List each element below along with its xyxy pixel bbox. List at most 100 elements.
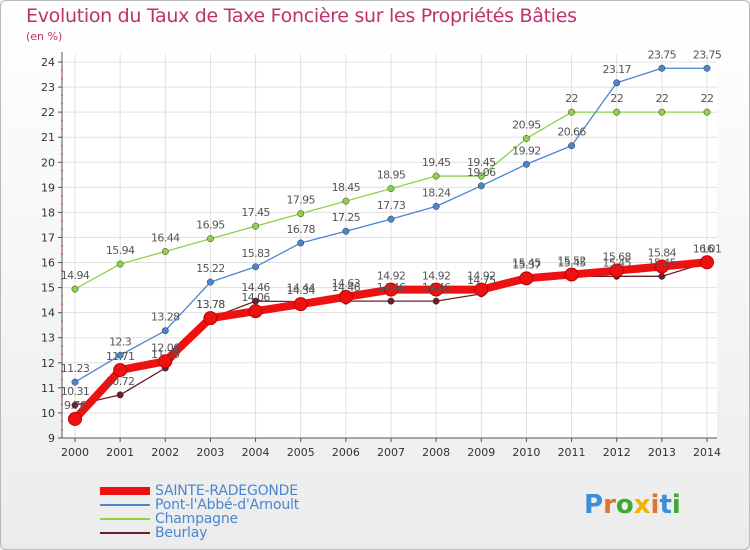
data-label: 14.44 xyxy=(286,282,315,295)
y-minor-tick xyxy=(61,178,63,180)
unit-label: (en %) xyxy=(26,30,63,43)
data-label: 22 xyxy=(610,92,623,105)
data-label: 18.95 xyxy=(377,169,406,182)
y-minor-tick xyxy=(61,203,63,205)
data-label: 15.94 xyxy=(106,244,135,257)
data-label: 12.3 xyxy=(109,335,132,348)
data-label: 16.44 xyxy=(151,232,180,245)
logo-letter: t xyxy=(659,490,672,520)
data-label: 14.63 xyxy=(332,277,361,290)
data-label: 14.94 xyxy=(61,269,90,282)
data-label: 15.84 xyxy=(648,247,677,260)
legend-label: SAINTE-RADEGONDE xyxy=(155,483,298,499)
y-tick-label: 14 xyxy=(41,307,55,320)
data-point xyxy=(387,215,395,223)
data-point xyxy=(658,108,666,116)
y-tick-label: 23 xyxy=(41,81,55,94)
data-point xyxy=(564,267,579,282)
data-point xyxy=(206,278,214,286)
data-point xyxy=(161,327,169,335)
y-tick-label: 21 xyxy=(41,131,55,144)
y-minor-tick xyxy=(61,428,63,431)
data-label: 19.06 xyxy=(467,166,496,179)
y-minor-tick xyxy=(61,144,63,147)
data-label: 15.22 xyxy=(196,262,225,275)
data-point xyxy=(703,108,711,116)
data-point xyxy=(116,260,124,268)
data-label: 17.73 xyxy=(377,199,406,212)
y-tick-label: 15 xyxy=(41,282,55,295)
data-label: 17.45 xyxy=(241,206,270,219)
data-label: 18.24 xyxy=(422,186,451,199)
data-point xyxy=(609,263,624,278)
data-label: 23.17 xyxy=(602,63,631,76)
y-tick-label: 19 xyxy=(41,181,55,194)
data-point xyxy=(432,202,440,210)
x-tick-label: 2002 xyxy=(151,446,179,459)
y-tick-label: 16 xyxy=(41,257,55,270)
y-tick-label: 10 xyxy=(41,407,55,420)
data-label: 11.71 xyxy=(106,350,135,363)
data-label: 14.34 xyxy=(286,284,315,297)
data-point xyxy=(342,227,350,235)
legend-swatch xyxy=(100,518,150,520)
data-label: 22 xyxy=(655,92,668,105)
data-point xyxy=(252,222,260,230)
y-minor-tick xyxy=(61,69,63,72)
data-label: 13.28 xyxy=(151,311,180,324)
y-minor-tick xyxy=(61,295,63,297)
data-label: 14.46 xyxy=(422,281,451,294)
x-tick-label: 2013 xyxy=(648,446,676,459)
y-minor-tick xyxy=(61,420,63,423)
x-tick-label: 2006 xyxy=(332,446,360,459)
y-minor-tick xyxy=(61,269,63,272)
data-point xyxy=(116,391,124,399)
data-point xyxy=(429,282,444,297)
data-point xyxy=(342,197,350,205)
y-tick-label: 11 xyxy=(41,382,55,395)
data-point xyxy=(248,304,263,319)
data-label: 10.31 xyxy=(61,385,90,398)
data-label: 15.52 xyxy=(557,255,586,268)
y-minor-tick xyxy=(61,370,63,373)
logo-letter: r xyxy=(603,490,616,520)
data-label: 19.92 xyxy=(512,144,541,157)
y-minor-tick xyxy=(61,77,63,80)
logo-letter: o xyxy=(615,490,634,520)
data-point xyxy=(387,185,395,193)
data-label: 16.01 xyxy=(693,242,722,255)
y-minor-tick xyxy=(61,102,63,105)
y-tick-label: 18 xyxy=(41,206,55,219)
data-point xyxy=(71,285,79,293)
data-label: 14.46 xyxy=(377,281,406,294)
data-point xyxy=(700,255,714,270)
data-point xyxy=(432,172,440,180)
logo-letter: P xyxy=(584,490,604,520)
data-label: 14.75 xyxy=(467,274,496,287)
data-label: 20.66 xyxy=(557,126,586,139)
data-point xyxy=(613,79,621,87)
y-minor-tick xyxy=(61,119,63,122)
y-minor-tick xyxy=(61,378,63,381)
x-tick-label: 2011 xyxy=(558,446,586,459)
data-label: 9.76 xyxy=(64,399,87,412)
data-point xyxy=(613,108,621,116)
data-point xyxy=(71,378,79,386)
data-point xyxy=(206,235,214,243)
data-label: 23.75 xyxy=(693,48,722,61)
x-tick-label: 2008 xyxy=(422,446,450,459)
data-label: 14.06 xyxy=(241,291,270,304)
data-point xyxy=(703,64,711,72)
y-minor-tick xyxy=(61,303,63,306)
x-tick-label: 2012 xyxy=(603,446,631,459)
legend-label: Champagne xyxy=(155,511,238,527)
logo-letter: i xyxy=(671,490,681,520)
data-point xyxy=(519,271,534,286)
data-point xyxy=(568,108,576,116)
y-tick-label: 9 xyxy=(48,432,55,445)
data-label: 23.75 xyxy=(648,48,677,61)
data-point xyxy=(477,182,485,190)
y-tick-label: 13 xyxy=(41,332,55,345)
x-tick-label: 2010 xyxy=(512,446,540,459)
